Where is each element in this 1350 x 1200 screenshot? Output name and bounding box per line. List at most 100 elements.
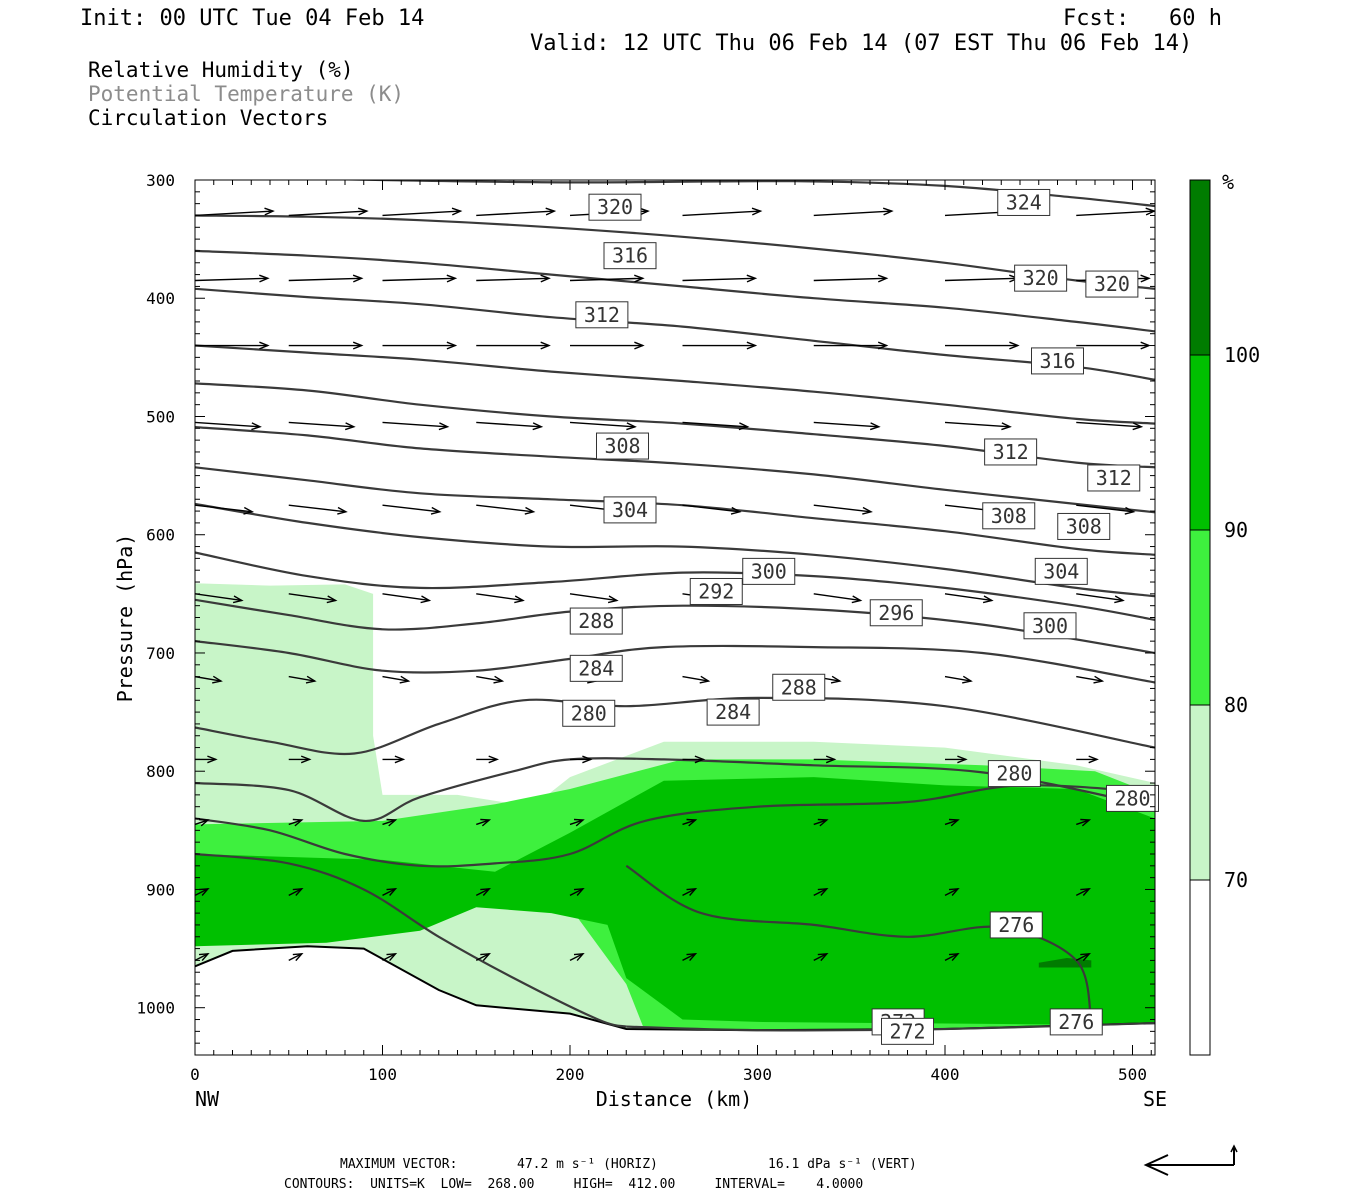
y-tick-label: 300: [146, 171, 175, 190]
vector-arrowhead: [817, 952, 829, 962]
vector-arrow: [288, 675, 315, 682]
vector-arrow: [569, 888, 584, 896]
theta-contour-288: [195, 640, 1155, 684]
vector-arrowhead: [948, 818, 960, 827]
vector-arrowhead: [948, 887, 960, 896]
vector-arrow: [682, 277, 756, 282]
theta-contour-308: [195, 426, 1155, 514]
vector-arrow: [476, 593, 524, 602]
vector-arrowhead: [1140, 341, 1151, 350]
x-tick-label: 100: [368, 1065, 397, 1084]
vector-arrowhead: [352, 274, 364, 283]
legend-potential-temperature: Potential Temperature (K): [88, 82, 405, 106]
vector-arrow: [569, 593, 617, 602]
vector-arrow: [1076, 675, 1103, 682]
contour-label-304: 304: [612, 498, 648, 522]
vector-arrowhead: [300, 755, 312, 764]
vector-arrowhead: [292, 952, 304, 962]
contour-label-304: 304: [1043, 559, 1079, 583]
vector-arrowhead: [962, 675, 973, 684]
contour-label-box: [569, 654, 623, 682]
vector-arrow: [195, 888, 209, 896]
contour-label-box: [706, 698, 760, 726]
vector-arrowhead: [438, 422, 450, 431]
max-vector-horizontal: 47.2 m s⁻¹ (HORIZ): [517, 1157, 658, 1172]
vector-arrowhead: [480, 818, 492, 827]
vector-arrowhead: [540, 274, 551, 283]
vector-arrow: [813, 593, 861, 602]
contour-label-308: 308: [991, 504, 1027, 528]
theta-contour-304: [195, 466, 1155, 556]
contour-label-296: 296: [878, 601, 914, 625]
vector-arrowhead: [1114, 595, 1125, 604]
contour-label-312: 312: [993, 440, 1029, 464]
colorbar-segment: [1189, 529, 1211, 706]
vector-arrow: [288, 277, 362, 282]
x-axis-title: Distance (km): [596, 1087, 753, 1111]
vector-arrowhead: [573, 887, 585, 896]
x-tick-label: 400: [931, 1065, 960, 1084]
vector-arrow: [476, 675, 503, 682]
vector-arrow: [813, 888, 828, 896]
vector-arrow: [475, 888, 490, 896]
vector-arrow: [288, 593, 336, 602]
vector-arrowhead: [634, 341, 645, 350]
vector-arrowhead: [634, 274, 645, 283]
vector-arrow: [288, 819, 302, 826]
legend-circulation-vectors: Circulation Vectors: [88, 106, 329, 130]
vector-arrowhead: [524, 506, 536, 515]
y-tick-label: 700: [146, 644, 175, 663]
vector-arrowhead: [212, 675, 223, 684]
contour-label-box: [569, 607, 623, 635]
vector-arrowhead: [251, 422, 262, 431]
vector-arrowhead: [825, 755, 837, 764]
vector-arrow: [813, 277, 887, 282]
init-time: Init: 00 UTC Tue 04 Feb 14: [80, 6, 425, 31]
contour-label-box: [772, 673, 826, 701]
vector-arrowhead: [259, 274, 270, 283]
vector-arrow: [288, 421, 354, 428]
contour-label-312: 312: [1096, 466, 1132, 490]
vector-arrow: [382, 277, 456, 282]
contour-label-308: 308: [1066, 514, 1102, 538]
contour-label-box: [603, 496, 657, 524]
vector-arrow: [288, 210, 367, 217]
theta-contour-316: [195, 287, 1155, 381]
contour-label-284: 284: [578, 656, 614, 680]
vector-arrow: [944, 675, 972, 682]
contour-label-box: [742, 557, 796, 585]
vector-arrow: [382, 675, 409, 682]
contour-label-box: [1057, 512, 1111, 540]
y-tick-label: 500: [146, 407, 175, 426]
contour-label-box: [596, 432, 649, 460]
vector-arrow: [382, 953, 396, 962]
vector-arrow: [288, 888, 303, 896]
vector-arrow: [475, 953, 490, 962]
vector-arrow: [288, 953, 303, 962]
vector-arrow: [682, 888, 696, 896]
vector-arrowhead: [259, 341, 270, 350]
vector-arrowhead: [957, 755, 968, 764]
vector-arrowhead: [1140, 274, 1151, 283]
contour-label-box: [1049, 1008, 1103, 1036]
vector-arrowhead: [305, 675, 317, 684]
vector-arrow: [1075, 953, 1090, 962]
vector-arrow: [1076, 819, 1090, 826]
x-tick-label: 500: [1118, 1065, 1147, 1084]
vector-arrowhead: [451, 207, 463, 216]
contour-label-292: 292: [698, 579, 734, 603]
contour-label-320: 320: [1094, 272, 1130, 296]
x-tick-label: 300: [743, 1065, 772, 1084]
vector-arrow: [382, 504, 440, 513]
vector-arrowhead: [1080, 952, 1091, 962]
vector-arrowhead: [420, 595, 432, 604]
vector-arrow: [682, 504, 740, 513]
contour-label-316: 316: [612, 244, 648, 268]
contour-label-288: 288: [781, 675, 817, 699]
vector-arrow: [195, 819, 209, 826]
contour-labels: 2722722762762802802802842842882882922963…: [562, 188, 1159, 1045]
vector-arrow: [569, 421, 636, 428]
vector-arrow: [569, 953, 584, 962]
contour-label-box: [1087, 464, 1141, 492]
